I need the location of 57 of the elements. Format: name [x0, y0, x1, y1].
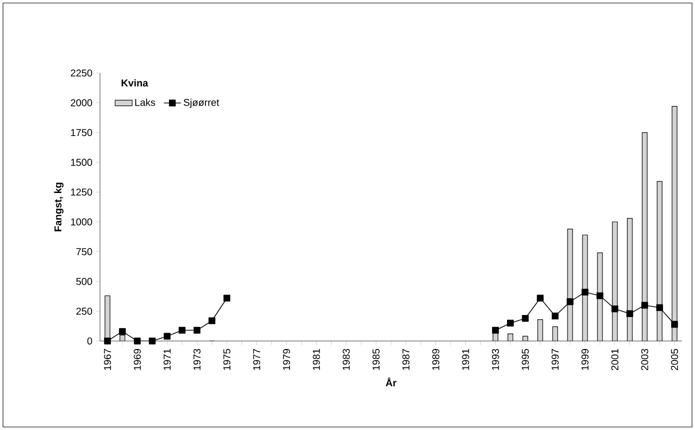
point	[223, 294, 230, 302]
y-tick-label: 750	[76, 248, 92, 256]
x-tick-label: 1985	[372, 348, 380, 370]
x-tick-label: 1995	[522, 348, 529, 370]
point	[492, 326, 499, 334]
point	[611, 305, 618, 312]
x-tick-label: 1969	[134, 348, 141, 370]
point	[582, 288, 588, 296]
point	[178, 326, 186, 334]
point	[522, 314, 529, 322]
x-tick-label: 1999	[581, 348, 589, 370]
x-tick-label: 1971	[164, 349, 171, 370]
y-axis-title: Fangst, kg	[54, 182, 64, 232]
point	[507, 320, 514, 327]
point	[566, 298, 574, 306]
y-tick-label: 2250	[70, 69, 92, 77]
point	[671, 320, 678, 328]
x-tick-label: 1975	[223, 348, 230, 370]
y-tick-label: 2000	[70, 99, 92, 106]
x-tick-label: 2005	[671, 348, 678, 370]
x-tick-label: 1977	[253, 349, 260, 370]
x-tick-label: 1987	[402, 349, 410, 370]
x-tick-label: 1997	[552, 349, 559, 370]
point	[536, 294, 544, 302]
x-tick-label: 1991	[462, 349, 470, 370]
x-tick-label: 1973	[193, 348, 201, 370]
x-tick-label: 2001	[611, 349, 618, 370]
point	[641, 302, 648, 309]
y-tick-label: 0	[87, 337, 92, 345]
point	[148, 338, 156, 344]
x-tick-label: 1967	[104, 349, 111, 370]
x-tick-label: 1979	[283, 348, 290, 370]
point	[656, 304, 664, 312]
point	[208, 317, 216, 324]
point	[626, 310, 634, 317]
legend-label: Laks	[135, 98, 156, 106]
point	[104, 338, 111, 344]
x-tick-label: 1981	[312, 349, 320, 370]
legend-title: Kvina	[122, 79, 148, 87]
point	[194, 326, 200, 334]
point	[119, 328, 126, 335]
point	[164, 332, 171, 340]
point	[552, 312, 559, 320]
y-tick-label: 1000	[71, 218, 92, 226]
y-tick-label: 250	[76, 308, 92, 315]
x-tick-label: 1983	[342, 348, 350, 370]
y-tick-label: 1750	[71, 129, 92, 136]
x-tick-label: 1993	[492, 348, 499, 370]
y-tick-label: 500	[76, 278, 92, 285]
legend-label: Sjøørret	[184, 98, 220, 108]
x-axis-title: År	[386, 378, 396, 386]
y-tick-label: 1250	[71, 188, 92, 196]
x-tick-label: 2003	[641, 348, 648, 370]
x-tick-label: 1989	[432, 348, 440, 370]
point	[134, 338, 141, 344]
point	[596, 292, 604, 300]
y-tick-label: 1500	[71, 158, 92, 166]
